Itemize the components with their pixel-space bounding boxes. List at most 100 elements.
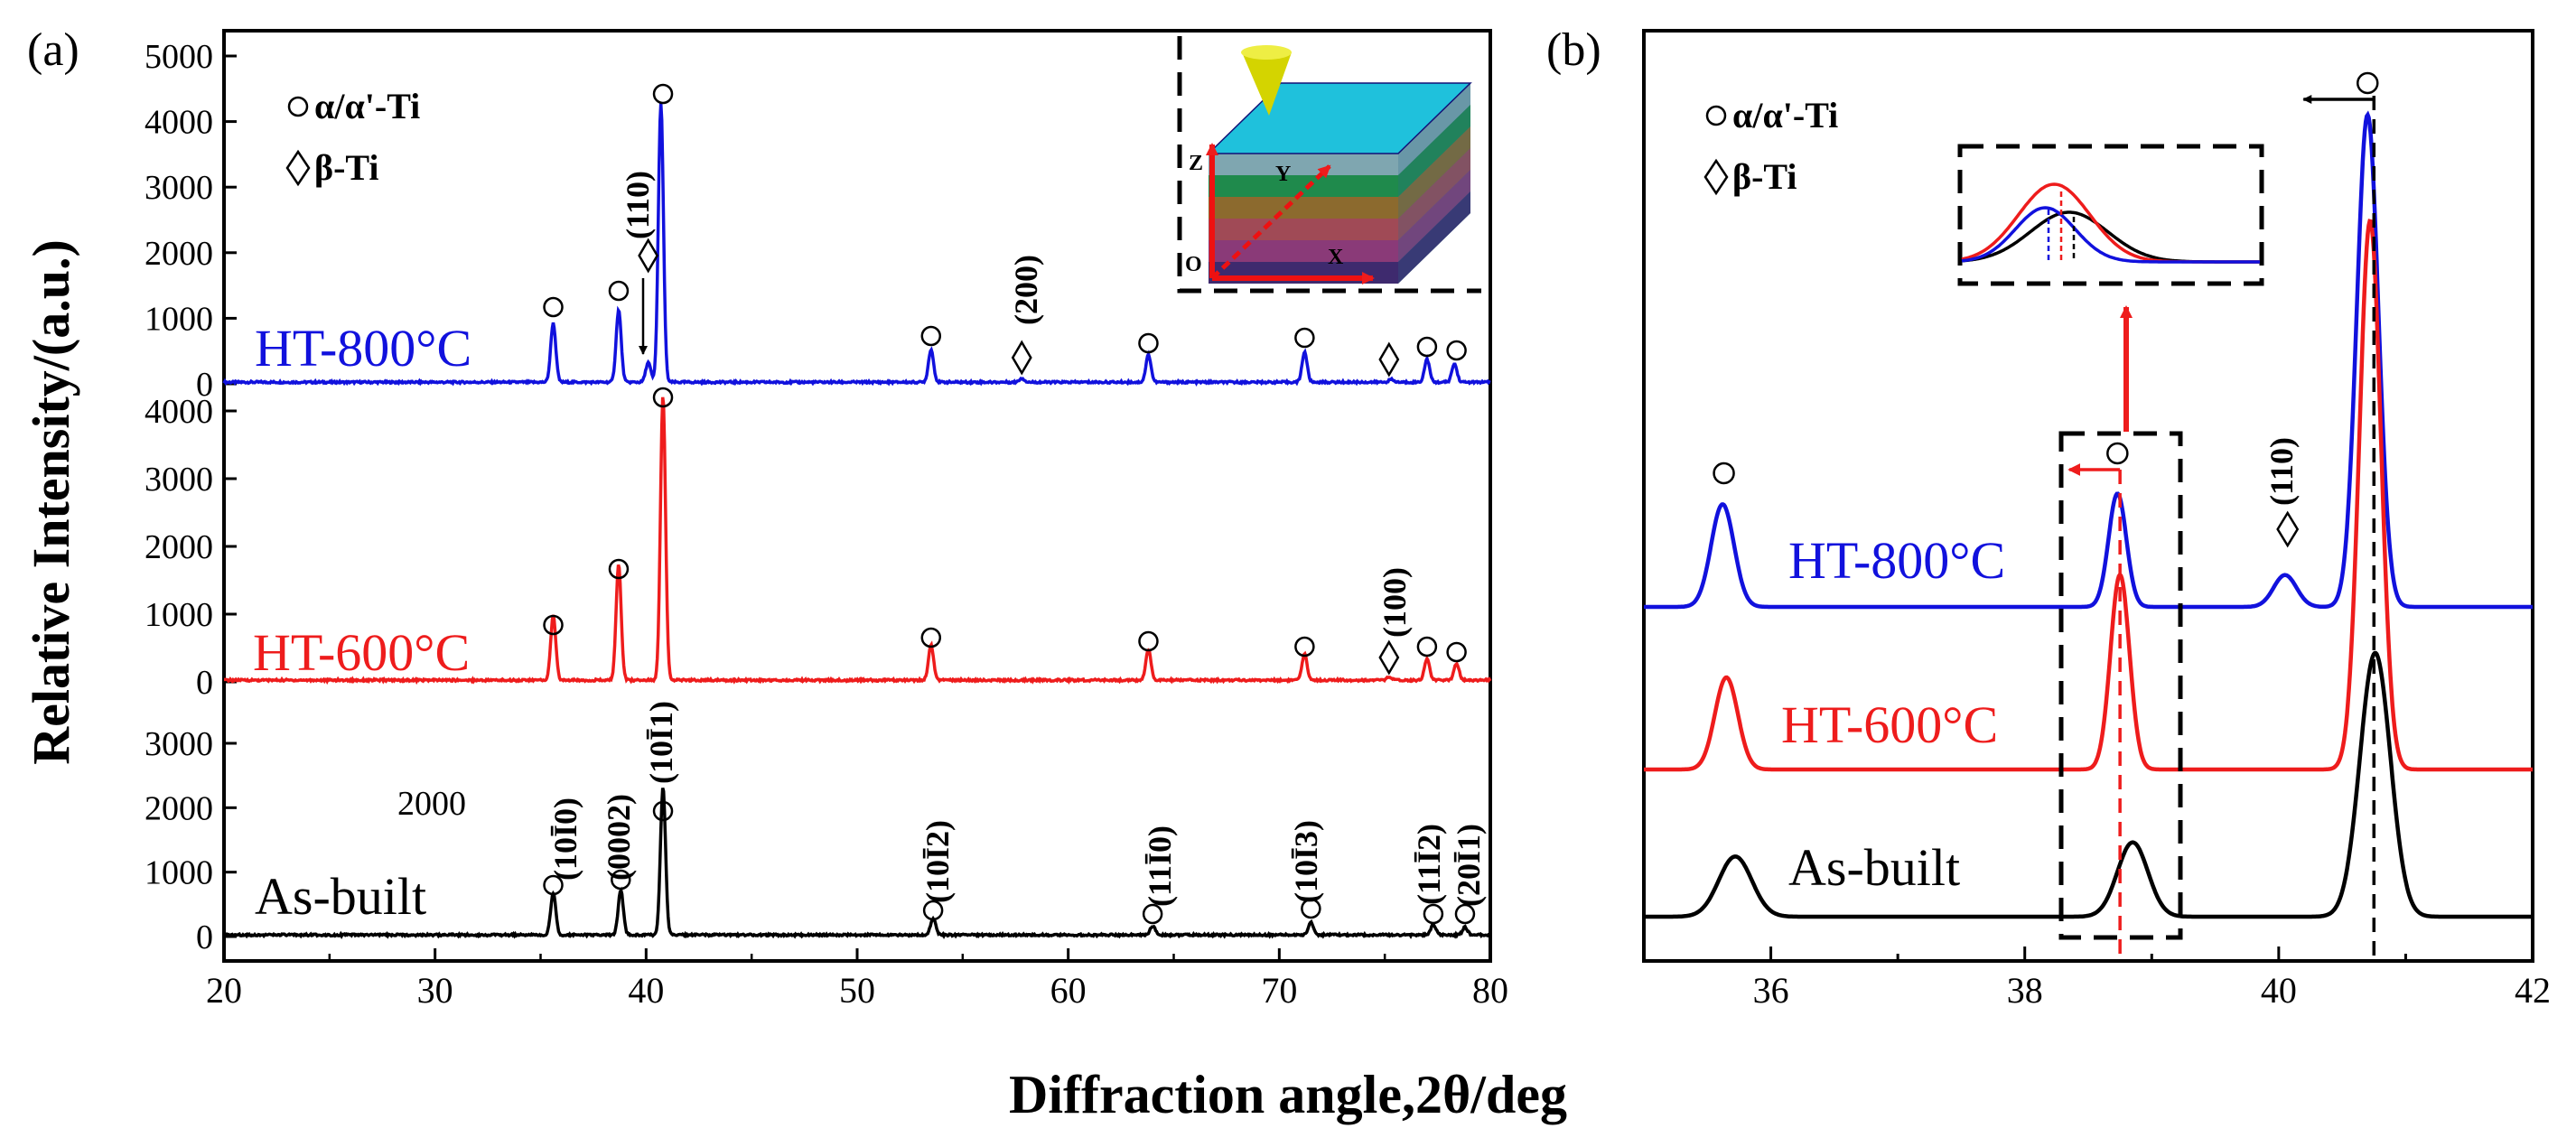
zoom-curve-2 [1961,206,2260,264]
panel-a-peak-markers [543,83,1476,925]
alpha-peak-marker [652,387,674,408]
panel-b-peak-markers [1713,71,2379,548]
beta-peak-marker [1378,341,1400,378]
inset-layer-front [1209,154,1398,175]
y-tick-label-a: 1000 [145,300,213,338]
label-1120: (11Ī0) [1142,825,1178,907]
series-label-ht600-b: HT-600°C [1781,695,1998,754]
alpha-legend-b: α/α'-Ti [1732,95,1838,135]
curve-b-As-built [1644,650,2533,919]
y-tick-label-a: 1000 [145,596,213,634]
x-tick-label-b-36: 36 [1753,970,1789,1011]
y-tick-label-a: 2000 [145,789,213,827]
inset-layer-front [1209,240,1398,262]
y-tick-label-a: 0 [196,366,213,404]
inset-y-axis [1210,164,1331,280]
panel-a-label: (a) [27,24,79,76]
inset-z-label: Z [1189,152,1203,175]
x-tick-label-a-20: 20 [206,970,242,1011]
inset-layer-side [1398,170,1470,262]
x-tick-label-a-60: 60 [1050,970,1087,1011]
alpha-peak-marker [1142,903,1163,925]
alpha-peak-marker-b [1713,462,1735,485]
alpha-peak-marker [652,83,674,105]
alpha-peak-marker [608,280,630,302]
inset-layer-side [1398,148,1470,240]
series-label-ht800-a: HT-800°C [255,319,471,378]
inset-layer-front [1209,197,1398,219]
y-tick-label-a: 3000 [145,725,213,763]
alpha-peak-marker-b [2106,442,2129,465]
series-label-ht800-b: HT-800°C [1788,531,2005,590]
inset-layer-side [1398,105,1470,197]
label-200-a: (200) [1008,255,1044,325]
x-tick-label-b-38: 38 [2007,970,2043,1011]
beta-peak-marker-b [2276,510,2300,548]
x-tick-label-a-70: 70 [1261,970,1297,1011]
alpha-peak-marker [611,869,631,891]
y-tick-label-a: 3000 [145,461,213,499]
x-tick-label-a-80: 80 [1472,970,1508,1011]
beta-peak-marker [638,238,659,274]
label-1013: (10Ī3) [1288,820,1324,903]
zoom-inset-frame [1957,144,2264,286]
label-2021: (20Ī1) [1451,824,1487,907]
panel-b-frame [1642,29,2534,963]
alpha-peak-marker [1294,327,1315,349]
alpha-peak-marker [543,614,564,636]
panel-b-label: (b) [1546,24,1601,76]
y-axis-title: Relative Intensity/(a.u.) [22,239,80,765]
y-tick-label-a: 5000 [145,38,213,76]
y-tick-label-a: 3000 [145,169,213,207]
alpha-peak-marker [920,627,942,648]
series-label-asbuilt-a: As-built [255,867,426,926]
curve-b-HT-800°C [1644,110,2533,610]
x-tick-label-a-40: 40 [628,970,664,1011]
x-tick-label-b-42: 42 [2515,970,2551,1011]
inset-y-label: Y [1275,163,1291,186]
curve-b-HT-600°C [1644,219,2533,772]
beta-peak-marker [1011,340,1032,376]
inset-layer-side [1398,83,1470,175]
panel-a-curves [222,103,1492,940]
y-tick-label-a: 4000 [145,104,213,142]
panel-b-curves [1644,110,2533,919]
series-label-asbuilt-b: As-built [1788,838,1960,897]
y-tick-label-a: 4000 [145,393,213,431]
alpha-peak-marker [543,874,564,896]
alpha-peak-marker [1446,641,1467,663]
curve-a-HT-800°C [222,103,1491,387]
build-inset: Z Y X O [1177,36,1481,294]
x-tick-label-b-40: 40 [2261,970,2297,1011]
inset-frame [1177,36,1481,294]
alpha-peak-marker [922,900,944,921]
alpha-peak-marker [1138,332,1159,354]
alpha-peak-marker-b [2357,71,2379,95]
series-label-ht600-a: HT-600°C [253,623,470,682]
alpha-peak-marker [543,296,564,318]
alpha-peak-marker [1294,636,1315,657]
zoom-region-frame [2058,431,2183,940]
label-110-b: (110) [2263,437,2300,506]
label-1010: (10Ī0) [547,797,583,881]
panel-a-x-axis: 20 30 40 50 60 70 80 [206,948,1508,1011]
alpha-peak-marker [1416,336,1438,358]
y-tick-label-a: 1000 [145,854,213,892]
y-tick-label-a: 2000 [145,235,213,273]
inset-layer-side [1398,126,1470,219]
alpha-peak-marker [920,325,942,347]
inset-layers [1209,83,1470,284]
alpha-peak-marker [1138,630,1159,652]
panel-b-guides [2067,95,2376,961]
alpha-peak-marker [1301,898,1321,919]
stray-tick-text: 2000 [397,785,466,823]
label-0002: (0002) [601,794,637,881]
alpha-peak-marker [1423,903,1444,925]
y-tick-label-a: 0 [196,919,213,956]
inset-x-label: X [1328,246,1344,269]
x-tick-label-a-50: 50 [839,970,875,1011]
alpha-marker-legend-a [287,96,309,117]
beta-peak-marker [1378,639,1400,676]
beta-legend-b: β-Ti [1732,156,1797,197]
